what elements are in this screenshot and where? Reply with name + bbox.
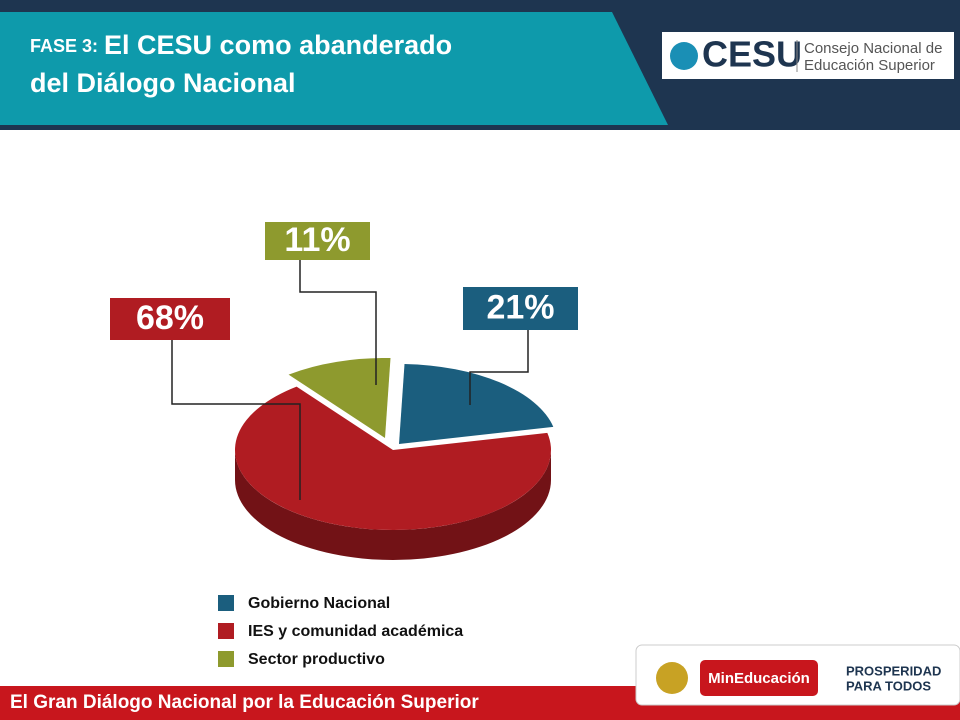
pie [235, 358, 554, 560]
leader-line [171, 340, 301, 500]
legend: Gobierno Nacional IES y comunidad académi… [218, 595, 463, 668]
logo-line: Educación Superior [804, 57, 935, 74]
logo-box [662, 32, 954, 79]
title-line: del Diálogo Nacional [30, 68, 296, 98]
slogan: PARA TODOS [846, 678, 931, 693]
phase: FASE 3: [30, 36, 98, 56]
data-label: 21% [486, 288, 554, 326]
footer-text: El Gran Diálogo Nacional por la Educació… [10, 692, 479, 713]
legend-swatch [218, 651, 234, 667]
legend-swatch [218, 623, 234, 639]
data-label: 68% [136, 299, 204, 337]
label-box [463, 287, 578, 330]
slide-title: FASE 3: El CESU como abanderado [30, 30, 452, 60]
pie-slice-side [235, 450, 551, 560]
legend-swatch [218, 595, 234, 611]
ministry: MinEducación [708, 670, 810, 687]
labels: 21% 68% 11% [110, 221, 578, 500]
data-label: 11% [284, 221, 350, 259]
logo-line: Consejo Nacional de [804, 40, 942, 57]
legend-label: Gobierno Nacional [248, 595, 390, 612]
pie-slice [235, 386, 552, 531]
slogan: PROSPERIDAD [846, 663, 941, 678]
pie-slice [399, 364, 554, 444]
ministry-box [700, 660, 818, 696]
legend-label: Sector productivo [248, 651, 385, 668]
pie-slice [288, 358, 391, 438]
title-line: El CESU como abanderado [104, 30, 452, 60]
legend-label: IES y comunidad académica [248, 623, 463, 640]
label-box [110, 298, 230, 340]
logo-icon [670, 42, 698, 70]
coat-of-arms [656, 662, 688, 694]
leader-line [299, 260, 377, 385]
logo-acronym: CESU [702, 34, 802, 75]
label-box [265, 222, 370, 260]
leader-line [469, 330, 529, 405]
title-banner [0, 12, 668, 125]
